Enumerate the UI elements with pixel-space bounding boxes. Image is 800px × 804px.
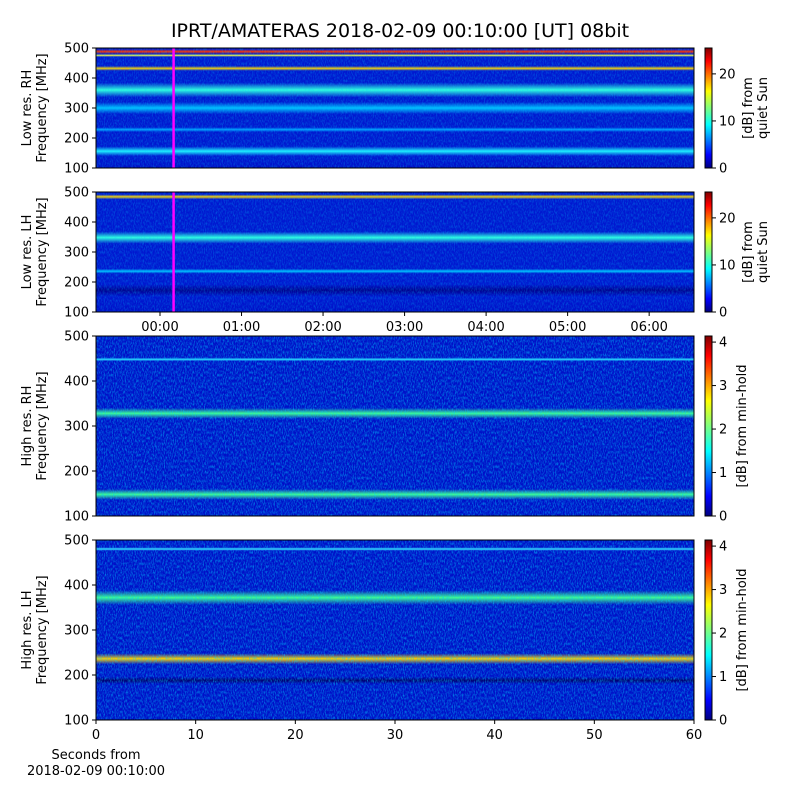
x-tick-label: 20	[287, 728, 304, 743]
y-tick-label: 400	[64, 579, 89, 594]
y-tick-label: 100	[64, 510, 89, 525]
x-tick-label: 0	[92, 728, 100, 743]
colorbar-label: quiet Sun	[756, 221, 771, 283]
y-axis-label: High res. LH	[20, 590, 35, 669]
y-tick-label: 100	[64, 162, 89, 177]
y-axis-label: High res. RH	[20, 386, 35, 467]
x-tick-label: 06:00	[630, 320, 667, 335]
colorbar	[704, 191, 713, 313]
colorbar-tick-label: 0	[719, 714, 727, 729]
colorbar-tick-label: 0	[719, 306, 727, 321]
colorbar-tick-label: 2	[719, 423, 727, 438]
colorbar-label: [dB] from min-hold	[735, 364, 750, 487]
x-tick-label: 05:00	[549, 320, 586, 335]
colorbar-label: quiet Sun	[756, 77, 771, 139]
y-tick-label: 500	[64, 186, 89, 201]
y-tick-label: 500	[64, 42, 89, 57]
y-tick-label: 500	[64, 534, 89, 549]
x-axis-label: Seconds from	[51, 748, 140, 763]
y-tick-label: 300	[64, 420, 89, 435]
y-axis-label: Frequency [MHz]	[35, 197, 50, 306]
colorbar	[704, 539, 713, 721]
y-axis-label: Low res. RH	[20, 70, 35, 147]
y-tick-label: 100	[64, 714, 89, 729]
colorbar	[704, 335, 713, 517]
colorbar-label: [dB] from min-hold	[735, 568, 750, 691]
spectrogram-noise	[96, 48, 694, 168]
colorbar-tick-label: 0	[719, 162, 727, 177]
spectrogram-noise	[96, 540, 694, 720]
y-tick-label: 300	[64, 102, 89, 117]
y-axis-label: Frequency [MHz]	[35, 53, 50, 162]
x-tick-label: 03:00	[386, 320, 423, 335]
x-tick-label: 30	[387, 728, 404, 743]
colorbar-label: [dB] from	[741, 221, 756, 283]
y-tick-label: 200	[64, 276, 89, 291]
y-tick-label: 200	[64, 669, 89, 684]
colorbar-label: [dB] from	[741, 77, 756, 139]
y-tick-label: 200	[64, 465, 89, 480]
spectrogram-noise	[96, 336, 694, 516]
x-tick-label: 50	[586, 728, 603, 743]
y-tick-label: 400	[64, 216, 89, 231]
colorbar-tick-label: 0	[719, 510, 727, 525]
x-tick-label: 00:00	[141, 320, 178, 335]
x-tick-label: 01:00	[223, 320, 260, 335]
x-tick-label: 04:00	[467, 320, 504, 335]
x-tick-label: 60	[686, 728, 703, 743]
colorbar	[704, 47, 713, 169]
x-axis-label: 2018-02-09 00:10:00	[27, 764, 165, 779]
y-tick-label: 100	[64, 306, 89, 321]
figure-title: IPRT/AMATERAS 2018-02-09 00:10:00 [UT] 0…	[171, 20, 629, 42]
colorbar-tick-label: 3	[719, 583, 727, 598]
colorbar-tick-label: 2	[719, 627, 727, 642]
spectrogram-noise	[96, 192, 694, 312]
y-tick-label: 400	[64, 72, 89, 87]
colorbar-tick-label: 20	[719, 67, 736, 82]
x-tick-label: 02:00	[304, 320, 341, 335]
y-tick-label: 500	[64, 330, 89, 345]
y-tick-label: 300	[64, 624, 89, 639]
colorbar-tick-label: 4	[719, 540, 727, 555]
y-tick-label: 400	[64, 375, 89, 390]
colorbar-tick-label: 10	[719, 114, 736, 129]
colorbar-tick-label: 10	[719, 258, 736, 273]
colorbar-tick-label: 1	[719, 466, 727, 481]
colorbar-tick-label: 1	[719, 670, 727, 685]
y-axis-label: Frequency [MHz]	[35, 575, 50, 684]
x-tick-label: 40	[486, 728, 503, 743]
y-axis-label: Low res. LH	[20, 215, 35, 290]
y-tick-label: 300	[64, 246, 89, 261]
y-tick-label: 200	[64, 132, 89, 147]
y-axis-label: Frequency [MHz]	[35, 371, 50, 480]
x-tick-label: 10	[187, 728, 204, 743]
colorbar-tick-label: 4	[719, 336, 727, 351]
colorbar-tick-label: 20	[719, 211, 736, 226]
colorbar-tick-label: 3	[719, 379, 727, 394]
